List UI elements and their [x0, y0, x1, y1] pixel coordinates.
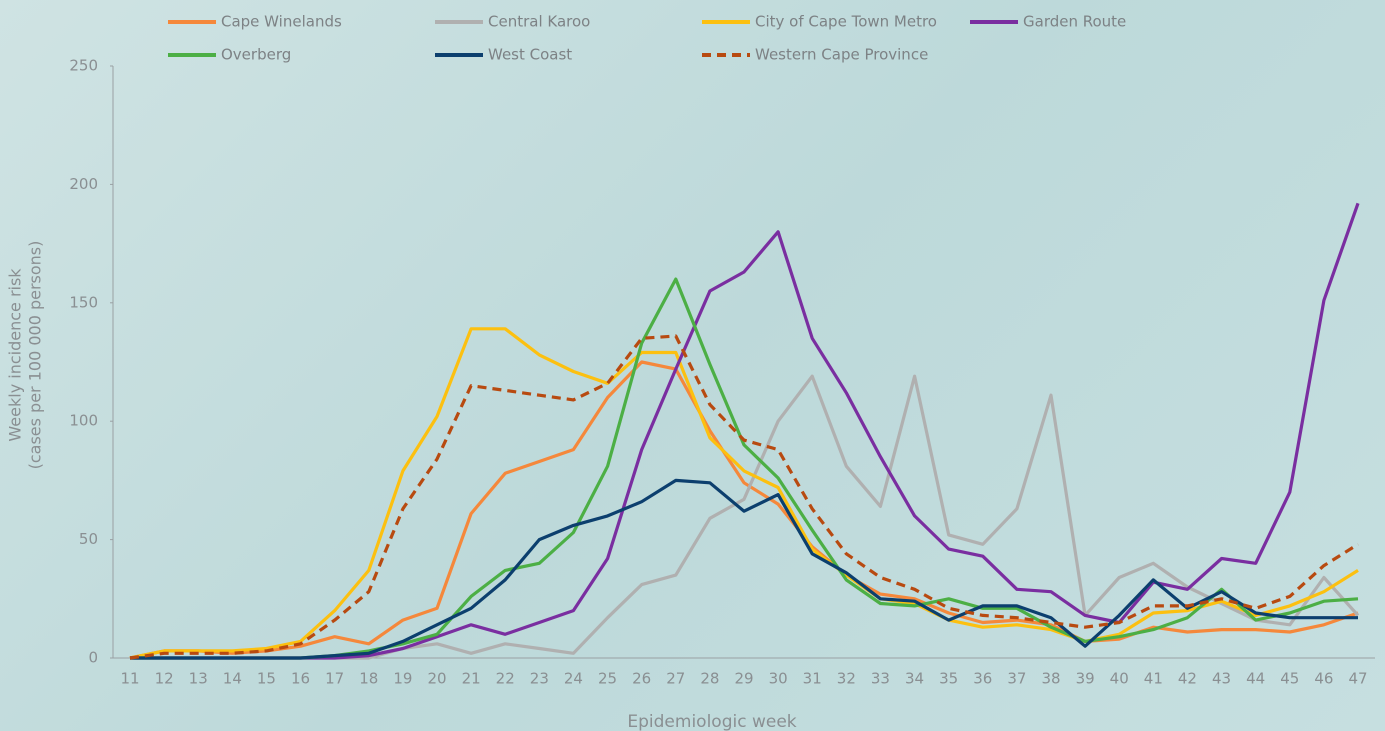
x-tick-label: 33 [871, 670, 890, 688]
x-tick-label: 16 [291, 670, 310, 688]
x-tick-label: 29 [734, 670, 753, 688]
x-tick-label: 45 [1280, 670, 1299, 688]
x-tick-label: 23 [530, 670, 549, 688]
x-tick-label: 42 [1178, 670, 1197, 688]
y-tick-label: 0 [88, 649, 98, 667]
x-tick-label: 47 [1348, 670, 1367, 688]
legend-label: Garden Route [1023, 13, 1126, 31]
x-tick-label: 27 [666, 670, 685, 688]
y-tick-label: 150 [69, 293, 98, 311]
legend-label: Overberg [221, 46, 291, 64]
legend-label: Western Cape Province [755, 46, 928, 64]
y-axis-label: (cases per 100 000 persons) [26, 241, 45, 470]
x-tick-label: 32 [837, 670, 856, 688]
legend-label: Cape Winelands [221, 13, 342, 31]
series-line [130, 478, 1358, 660]
y-tick-label: 50 [79, 530, 98, 548]
x-tick-label: 43 [1212, 670, 1231, 688]
x-tick-label: 39 [1076, 670, 1095, 688]
x-tick-label: 37 [1007, 670, 1026, 688]
x-tick-label: 24 [564, 670, 583, 688]
x-tick-label: 26 [632, 670, 651, 688]
x-tick-label: 34 [905, 670, 924, 688]
x-tick-label: 30 [769, 670, 788, 688]
x-tick-label: 31 [803, 670, 822, 688]
x-tick-label: 11 [120, 670, 139, 688]
x-tick-label: 25 [598, 670, 617, 688]
series-line [130, 202, 1360, 660]
x-tick-label: 40 [1110, 670, 1129, 688]
x-tick-label: 38 [1041, 670, 1060, 688]
x-tick-label: 20 [427, 670, 446, 688]
x-tick-label: 14 [223, 670, 242, 688]
series-line [129, 334, 1359, 660]
x-tick-label: 17 [325, 670, 344, 688]
legend-label: West Coast [488, 46, 572, 64]
series-line [129, 360, 1359, 660]
x-tick-label: 44 [1246, 670, 1265, 688]
x-tick-label: 18 [359, 670, 378, 688]
x-tick-label: 15 [257, 670, 276, 688]
series-line [130, 374, 1360, 660]
legend-label: Central Karoo [488, 13, 590, 31]
x-tick-label: 13 [189, 670, 208, 688]
y-axis-label: Weekly incidence risk [6, 268, 25, 442]
x-tick-label: 21 [462, 670, 481, 688]
x-axis-label: Epidemiologic week [627, 712, 796, 731]
series-line [129, 327, 1359, 660]
y-tick-label: 100 [69, 412, 98, 430]
series-line [130, 277, 1359, 660]
x-tick-label: 36 [973, 670, 992, 688]
x-tick-label: 19 [393, 670, 412, 688]
y-tick-label: 250 [69, 57, 98, 75]
legend-label: City of Cape Town Metro [755, 13, 937, 31]
y-tick-label: 200 [69, 175, 98, 193]
x-tick-label: 28 [700, 670, 719, 688]
x-tick-label: 22 [496, 670, 515, 688]
x-tick-label: 35 [939, 670, 958, 688]
x-tick-label: 12 [155, 670, 174, 688]
x-tick-label: 46 [1314, 670, 1333, 688]
x-tick-label: 41 [1144, 670, 1163, 688]
